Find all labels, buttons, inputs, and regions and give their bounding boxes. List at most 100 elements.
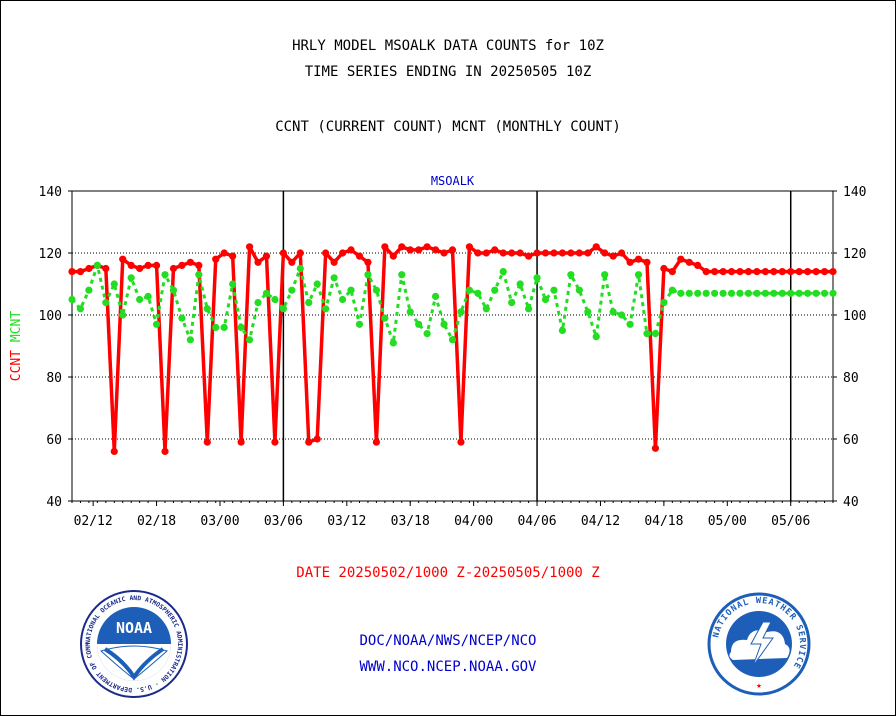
ccnt-data-point xyxy=(136,264,144,273)
ccnt-data-point xyxy=(609,252,617,260)
ccnt-data-point xyxy=(812,268,820,276)
mcnt-data-point xyxy=(313,280,321,288)
ccnt-data-point xyxy=(262,252,271,260)
ccnt-data-point xyxy=(575,249,583,257)
mcnt-data-point xyxy=(685,289,693,297)
mcnt-data-point xyxy=(744,289,753,297)
mcnt-data-point xyxy=(398,271,406,279)
mcnt-data-point xyxy=(279,305,287,313)
ccnt-data-point xyxy=(431,246,440,254)
mcnt-data-point xyxy=(778,289,786,297)
x-tick-label: 03/12 xyxy=(327,514,366,529)
mcnt-data-point xyxy=(753,289,761,297)
mcnt-data-point xyxy=(533,274,541,282)
mcnt-data-point xyxy=(364,271,372,279)
mcnt-data-point xyxy=(169,286,178,294)
mcnt-data-point xyxy=(465,286,474,294)
mcnt-data-point xyxy=(237,323,245,331)
ccnt-data-point xyxy=(423,243,431,251)
ccnt-data-point xyxy=(389,252,397,260)
ccnt-data-point xyxy=(820,268,829,276)
mcnt-data-point xyxy=(609,308,617,316)
ccnt-data-point xyxy=(212,255,220,263)
mcnt-data-point xyxy=(322,305,330,313)
mcnt-data-point xyxy=(229,280,237,288)
org-path-link[interactable]: DOC/NOAA/NWS/NCEP/NCO xyxy=(359,633,537,649)
y-tick-label-left: 40 xyxy=(46,495,62,510)
mcnt-data-point xyxy=(575,286,583,294)
ccnt-data-point xyxy=(727,268,736,276)
mcnt-data-point xyxy=(719,289,727,297)
ccnt-data-point xyxy=(364,258,372,266)
ccnt-data-point xyxy=(448,246,457,254)
title-line-2: TIME SERIES ENDING IN 20250505 10Z xyxy=(304,64,592,80)
mcnt-data-point xyxy=(795,289,803,297)
ccnt-data-point xyxy=(533,249,541,257)
plot-border xyxy=(71,190,834,502)
ccnt-data-point xyxy=(643,258,651,266)
y-tick-label-left: 60 xyxy=(46,433,62,448)
ccnt-data-point xyxy=(161,447,169,455)
mcnt-data-point xyxy=(136,295,144,304)
mcnt-data-point xyxy=(558,326,567,335)
mcnt-data-point xyxy=(330,274,338,282)
ccnt-data-point xyxy=(567,249,575,257)
title-line-1: HRLY MODEL MSOALK DATA COUNTS for 10Z xyxy=(292,38,604,54)
mcnt-data-point xyxy=(812,289,820,297)
y-tick-label-right: 60 xyxy=(843,433,859,448)
mcnt-data-point xyxy=(110,280,118,288)
ccnt-data-point xyxy=(558,249,567,257)
ccnt-data-point xyxy=(618,249,626,257)
mcnt-data-point xyxy=(694,289,702,297)
date-range-label: DATE 20250502/1000 Z-20250505/1000 Z xyxy=(296,565,600,581)
website-link[interactable]: WWW.NCO.NCEP.NOAA.GOV xyxy=(359,659,537,675)
ccnt-data-point xyxy=(440,249,448,257)
ccnt-data-point xyxy=(254,258,262,266)
axis-label-gap xyxy=(9,342,24,350)
mcnt-data-point xyxy=(491,286,499,294)
mcnt-data-point xyxy=(626,320,634,328)
mcnt-data-point xyxy=(474,289,482,297)
mcnt-data-point xyxy=(711,289,719,297)
mcnt-data-point xyxy=(651,330,660,338)
ccnt-data-point xyxy=(626,258,634,266)
ccnt-data-point xyxy=(68,268,76,276)
mcnt-data-point xyxy=(93,261,101,269)
mcnt-data-point xyxy=(406,308,414,316)
mcnt-data-point xyxy=(601,271,609,279)
ccnt-data-point xyxy=(186,258,194,266)
nws-logo-icon: NATIONAL WEATHER SERVICE ★ xyxy=(707,592,811,696)
mcnt-data-point xyxy=(220,323,228,331)
plot-station-label: MSOALK xyxy=(431,174,475,188)
mcnt-data-point xyxy=(305,299,313,307)
mcnt-data-point xyxy=(178,314,186,322)
mcnt-data-point xyxy=(195,271,203,279)
mcnt-data-point xyxy=(144,292,152,300)
ccnt-data-point xyxy=(415,246,423,254)
mcnt-data-point xyxy=(203,305,211,313)
ccnt-data-point xyxy=(220,249,228,257)
ccnt-data-point xyxy=(660,264,668,273)
mcnt-data-point xyxy=(389,339,397,347)
ccnt-data-point xyxy=(457,438,465,446)
mcnt-data-point xyxy=(660,299,668,307)
ccnt-data-point xyxy=(702,268,710,276)
y-tick-label-left: 100 xyxy=(39,309,62,324)
mcnt-data-point xyxy=(702,289,710,297)
ccnt-data-point xyxy=(634,255,643,263)
ccnt-data-point xyxy=(804,268,812,276)
ccnt-data-point xyxy=(110,447,118,455)
ccnt-data-point xyxy=(203,438,211,446)
ccnt-data-point xyxy=(398,243,406,251)
ccnt-data-point xyxy=(711,268,719,276)
x-tick-label: 02/18 xyxy=(137,514,176,529)
mcnt-data-point xyxy=(381,314,389,322)
ccnt-data-point xyxy=(677,255,685,263)
mcnt-data-point xyxy=(288,286,296,294)
mcnt-data-point xyxy=(787,289,795,297)
ccnt-data-point xyxy=(744,268,753,276)
noaa-logo-text: NOAA xyxy=(116,619,152,637)
ccnt-data-point xyxy=(694,261,702,269)
mcnt-data-point xyxy=(102,299,110,307)
